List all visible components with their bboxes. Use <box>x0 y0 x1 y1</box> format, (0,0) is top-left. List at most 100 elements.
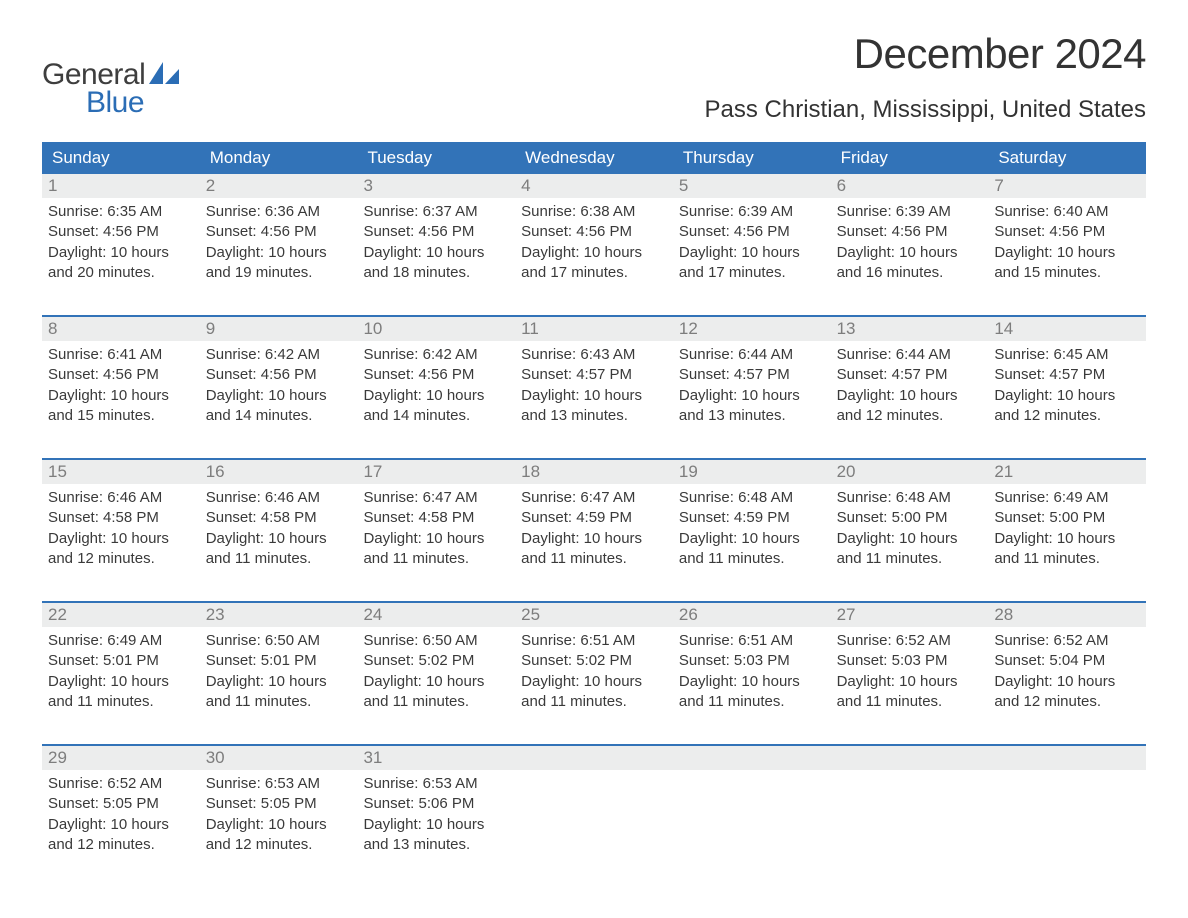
day-cell: .... <box>673 746 831 861</box>
day-cell: 27Sunrise: 6:52 AMSunset: 5:03 PMDayligh… <box>831 603 989 718</box>
day-number: 25 <box>515 603 673 627</box>
day-cell: 6Sunrise: 6:39 AMSunset: 4:56 PMDaylight… <box>831 174 989 289</box>
sunset-line: Sunset: 4:56 PM <box>363 365 509 385</box>
sunset-line: Sunset: 4:56 PM <box>48 222 194 242</box>
day-body: Sunrise: 6:49 AMSunset: 5:01 PMDaylight:… <box>42 627 200 718</box>
day-cell: 23Sunrise: 6:50 AMSunset: 5:01 PMDayligh… <box>200 603 358 718</box>
daylight-line: Daylight: 10 hours and 11 minutes. <box>837 672 983 713</box>
sunrise-line: Sunrise: 6:46 AM <box>206 488 352 508</box>
day-number: 22 <box>42 603 200 627</box>
day-cell: 9Sunrise: 6:42 AMSunset: 4:56 PMDaylight… <box>200 317 358 432</box>
sunset-line: Sunset: 4:59 PM <box>521 508 667 528</box>
day-number: 5 <box>673 174 831 198</box>
day-cell: 25Sunrise: 6:51 AMSunset: 5:02 PMDayligh… <box>515 603 673 718</box>
day-body: Sunrise: 6:44 AMSunset: 4:57 PMDaylight:… <box>673 341 831 432</box>
sunrise-line: Sunrise: 6:51 AM <box>679 631 825 651</box>
sunset-line: Sunset: 4:58 PM <box>363 508 509 528</box>
day-header-sunday: Sunday <box>42 142 200 174</box>
day-cell: 24Sunrise: 6:50 AMSunset: 5:02 PMDayligh… <box>357 603 515 718</box>
daylight-line: Daylight: 10 hours and 11 minutes. <box>521 529 667 570</box>
day-body: Sunrise: 6:51 AMSunset: 5:03 PMDaylight:… <box>673 627 831 718</box>
day-body: Sunrise: 6:49 AMSunset: 5:00 PMDaylight:… <box>988 484 1146 575</box>
day-number: 16 <box>200 460 358 484</box>
sunset-line: Sunset: 4:56 PM <box>206 222 352 242</box>
day-cell: 18Sunrise: 6:47 AMSunset: 4:59 PMDayligh… <box>515 460 673 575</box>
day-cell: 8 Sunrise: 6:41 AMSunset: 4:56 PMDaylight… <box>42 317 200 432</box>
day-body: Sunrise: 6:42 AMSunset: 4:56 PMDaylight:… <box>357 341 515 432</box>
day-cell: 19Sunrise: 6:48 AMSunset: 4:59 PMDayligh… <box>673 460 831 575</box>
daylight-line: Daylight: 10 hours and 14 minutes. <box>363 386 509 427</box>
day-header-saturday: Saturday <box>988 142 1146 174</box>
sunset-line: Sunset: 4:56 PM <box>363 222 509 242</box>
sunset-line: Sunset: 4:56 PM <box>521 222 667 242</box>
sunset-line: Sunset: 4:56 PM <box>48 365 194 385</box>
sunrise-line: Sunrise: 6:44 AM <box>837 345 983 365</box>
day-body: Sunrise: 6:53 AMSunset: 5:05 PMDaylight:… <box>200 770 358 861</box>
day-number: 8 <box>42 317 200 341</box>
sunrise-line: Sunrise: 6:41 AM <box>48 345 194 365</box>
day-body: Sunrise: 6:45 AMSunset: 4:57 PMDaylight:… <box>988 341 1146 432</box>
day-number: 13 <box>831 317 989 341</box>
sunset-line: Sunset: 5:06 PM <box>363 794 509 814</box>
day-cell: 4Sunrise: 6:38 AMSunset: 4:56 PMDaylight… <box>515 174 673 289</box>
day-cell: .... <box>515 746 673 861</box>
day-cell: 15Sunrise: 6:46 AMSunset: 4:58 PMDayligh… <box>42 460 200 575</box>
sunrise-line: Sunrise: 6:50 AM <box>206 631 352 651</box>
day-number: 24 <box>357 603 515 627</box>
week-row: 8Sunrise: 6:41 AMSunset: 4:56 PMDaylight… <box>42 315 1146 432</box>
sunrise-line: Sunrise: 6:47 AM <box>363 488 509 508</box>
sunset-line: Sunset: 4:57 PM <box>994 365 1140 385</box>
sunset-line: Sunset: 5:00 PM <box>994 508 1140 528</box>
day-cell: 16Sunrise: 6:46 AMSunset: 4:58 PMDayligh… <box>200 460 358 575</box>
daylight-line: Daylight: 10 hours and 17 minutes. <box>521 243 667 284</box>
day-number: 3 <box>357 174 515 198</box>
sunrise-line: Sunrise: 6:52 AM <box>994 631 1140 651</box>
daylight-line: Daylight: 10 hours and 19 minutes. <box>206 243 352 284</box>
sunrise-line: Sunrise: 6:49 AM <box>994 488 1140 508</box>
day-cell: 13Sunrise: 6:44 AMSunset: 4:57 PMDayligh… <box>831 317 989 432</box>
day-body: Sunrise: 6:48 AMSunset: 5:00 PMDaylight:… <box>831 484 989 575</box>
sunrise-line: Sunrise: 6:51 AM <box>521 631 667 651</box>
sunrise-line: Sunrise: 6:47 AM <box>521 488 667 508</box>
day-number: 11 <box>515 317 673 341</box>
sunset-line: Sunset: 5:00 PM <box>837 508 983 528</box>
day-number: 9 <box>200 317 358 341</box>
day-cell: 26Sunrise: 6:51 AMSunset: 5:03 PMDayligh… <box>673 603 831 718</box>
day-header-wednesday: Wednesday <box>515 142 673 174</box>
day-body: Sunrise: 6:38 AMSunset: 4:56 PMDaylight:… <box>515 198 673 289</box>
daylight-line: Daylight: 10 hours and 12 minutes. <box>48 529 194 570</box>
day-number: 21 <box>988 460 1146 484</box>
sunrise-line: Sunrise: 6:43 AM <box>521 345 667 365</box>
sunset-line: Sunset: 5:05 PM <box>48 794 194 814</box>
sunset-line: Sunset: 5:01 PM <box>48 651 194 671</box>
day-body: Sunrise: 6:53 AMSunset: 5:06 PMDaylight:… <box>357 770 515 861</box>
day-cell: 3Sunrise: 6:37 AMSunset: 4:56 PMDaylight… <box>357 174 515 289</box>
daylight-line: Daylight: 10 hours and 11 minutes. <box>206 529 352 570</box>
daylight-line: Daylight: 10 hours and 15 minutes. <box>48 386 194 427</box>
day-cell: 5Sunrise: 6:39 AMSunset: 4:56 PMDaylight… <box>673 174 831 289</box>
sunrise-line: Sunrise: 6:39 AM <box>837 202 983 222</box>
day-cell: .... <box>988 746 1146 861</box>
day-number: 20 <box>831 460 989 484</box>
sunrise-line: Sunrise: 6:37 AM <box>363 202 509 222</box>
daylight-line: Daylight: 10 hours and 11 minutes. <box>679 672 825 713</box>
day-body: Sunrise: 6:43 AMSunset: 4:57 PMDaylight:… <box>515 341 673 432</box>
sunrise-line: Sunrise: 6:36 AM <box>206 202 352 222</box>
day-cell: 30Sunrise: 6:53 AMSunset: 5:05 PMDayligh… <box>200 746 358 861</box>
sunrise-line: Sunrise: 6:53 AM <box>363 774 509 794</box>
day-cell: 2Sunrise: 6:36 AMSunset: 4:56 PMDaylight… <box>200 174 358 289</box>
day-body: Sunrise: 6:48 AMSunset: 4:59 PMDaylight:… <box>673 484 831 575</box>
sunset-line: Sunset: 5:05 PM <box>206 794 352 814</box>
sunset-line: Sunset: 4:56 PM <box>679 222 825 242</box>
sunset-line: Sunset: 4:59 PM <box>679 508 825 528</box>
sunrise-line: Sunrise: 6:50 AM <box>363 631 509 651</box>
day-number: . <box>515 746 673 770</box>
daylight-line: Daylight: 10 hours and 13 minutes. <box>363 815 509 856</box>
sunrise-line: Sunrise: 6:35 AM <box>48 202 194 222</box>
day-body: Sunrise: 6:35 AMSunset: 4:56 PMDaylight:… <box>42 198 200 289</box>
sunset-line: Sunset: 4:56 PM <box>837 222 983 242</box>
day-body: Sunrise: 6:40 AMSunset: 4:56 PMDaylight:… <box>988 198 1146 289</box>
sunset-line: Sunset: 4:57 PM <box>837 365 983 385</box>
day-number: 6 <box>831 174 989 198</box>
title-block: December 2024 Pass Christian, Mississipp… <box>705 30 1147 124</box>
